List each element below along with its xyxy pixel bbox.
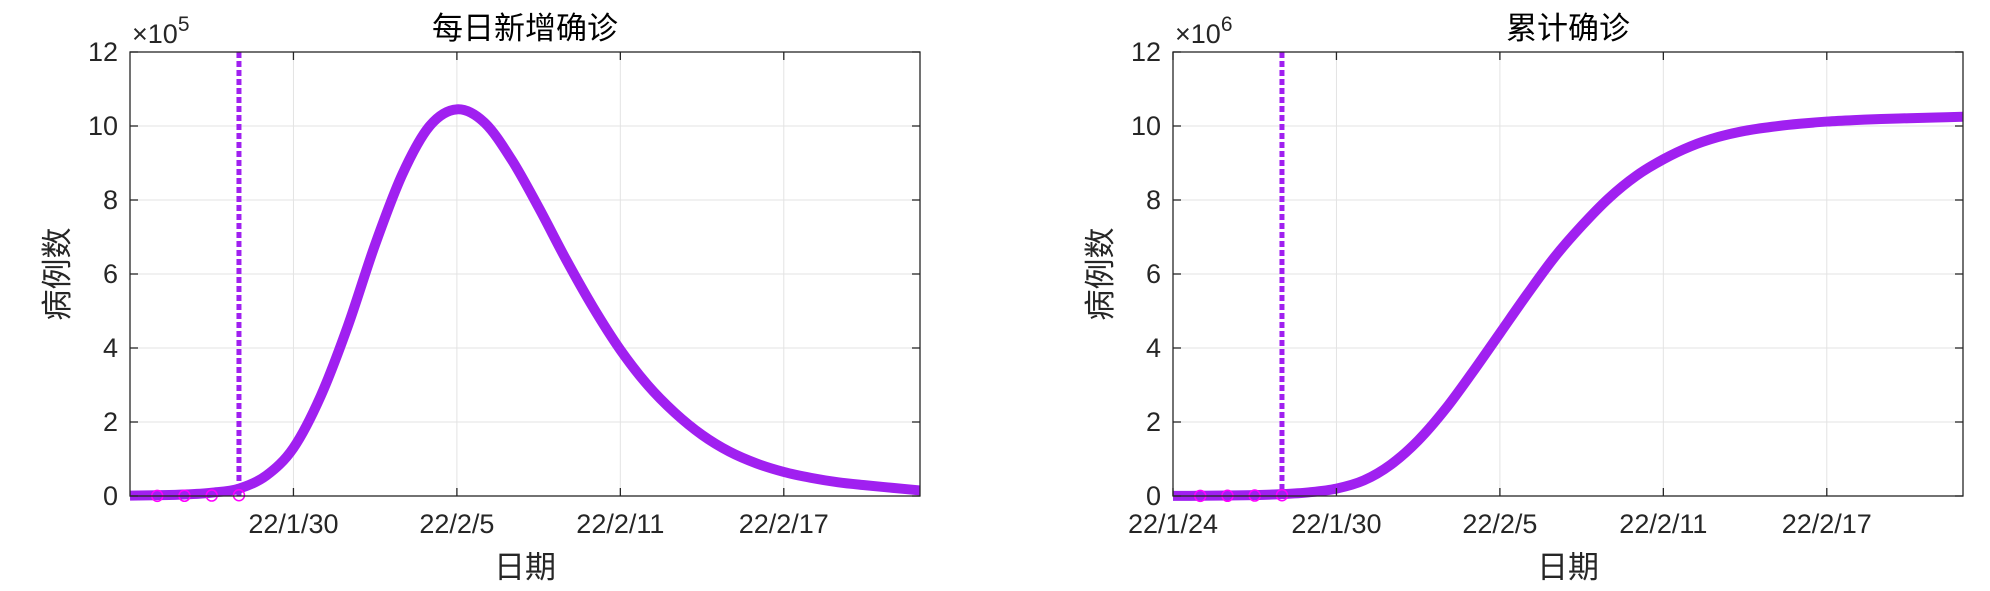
x-tick-label: 22/1/24 — [1128, 509, 1218, 539]
chart-title: 每日新增确诊 — [432, 11, 618, 47]
y-tick-label: 10 — [88, 111, 118, 141]
y-tick-label: 10 — [1131, 111, 1161, 141]
y-axis-label: 病例数 — [40, 228, 76, 321]
series-line — [129, 104, 921, 501]
x-tick-label: 22/2/5 — [419, 509, 494, 539]
x-tick-label: 22/2/11 — [1619, 509, 1707, 539]
y-exponent-label: ×106 — [1175, 13, 1233, 49]
y-tick-label: 4 — [103, 333, 118, 363]
x-tick-label: 22/1/30 — [1291, 509, 1381, 539]
observed-point — [1275, 489, 1289, 502]
y-tick-label: 0 — [103, 481, 118, 511]
series-line — [1172, 111, 1964, 501]
y-tick-label: 6 — [103, 259, 118, 289]
x-axis-label: 日期 — [494, 550, 556, 586]
y-tick-label: 0 — [1146, 481, 1161, 511]
y-tick-label: 2 — [103, 407, 118, 437]
y-tick-label: 12 — [88, 37, 118, 67]
observed-point — [232, 489, 246, 502]
y-exponent-label: ×105 — [132, 13, 190, 49]
x-tick-label: 22/1/30 — [248, 509, 338, 539]
chart-title: 累计确诊 — [1506, 11, 1630, 47]
y-tick-label: 12 — [1131, 37, 1161, 67]
x-tick-label: 22/2/17 — [1782, 509, 1872, 539]
y-tick-label: 8 — [103, 185, 118, 215]
x-axis-label: 日期 — [1537, 550, 1599, 586]
y-tick-label: 2 — [1146, 407, 1161, 437]
y-tick-label: 4 — [1146, 333, 1161, 363]
chart-panel-daily: 0 2 4 6 8 10 12 22/1/30 22/2/5 22/2/11 22/2/17 ×105… — [40, 11, 921, 586]
y-tick-label: 6 — [1146, 259, 1161, 289]
chart-panel-cumulative: 0 2 4 6 8 10 12 22/1/24 22/1/30 22/2/5 22/2/11 22/2… — [1083, 11, 1964, 586]
x-tick-label: 22/2/5 — [1462, 509, 1537, 539]
x-tick-label: 22/2/17 — [739, 509, 829, 539]
y-tick-label: 8 — [1146, 185, 1161, 215]
y-axis-label: 病例数 — [1083, 228, 1119, 321]
x-tick-label: 22/2/11 — [576, 509, 664, 539]
